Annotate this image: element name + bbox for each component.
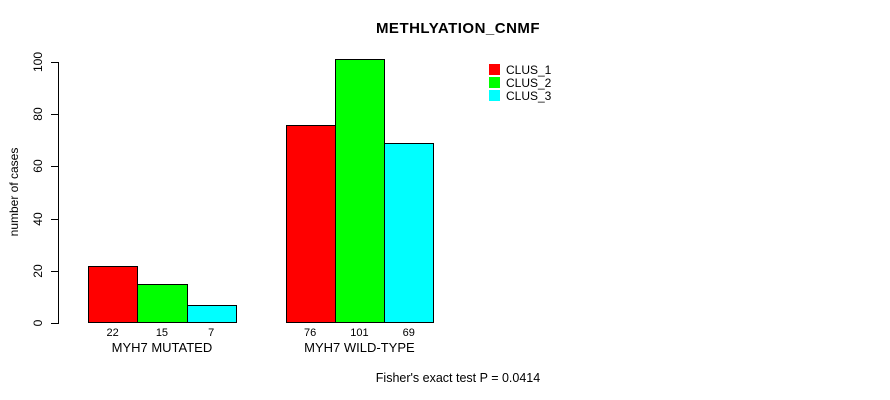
legend-swatch-clus_3 [489,90,500,101]
bar [285,124,336,323]
y-axis-tick [51,270,58,272]
bar-value-label: 7 [208,327,215,339]
y-axis-label: number of cases [7,147,21,237]
legend-label-clus_2: CLUS_2 [506,76,552,90]
bar-value-label: 15 [155,327,169,339]
legend-label-clus_1: CLUS_1 [506,63,552,77]
legend-label-clus_3: CLUS_3 [506,89,552,103]
y-axis-tick [51,218,58,220]
x-axis-category-label: MYH7 MUTATED [111,340,213,355]
y-axis-tick [51,114,58,116]
y-axis-tick-label: 60 [31,159,45,174]
bar-value-label: 22 [106,327,119,339]
x-axis-category-label: MYH7 WILD-TYPE [304,340,415,355]
y-axis-tick-label: 0 [31,319,45,327]
legend-swatch-clus_1 [489,64,500,75]
chart-title: METHLYATION_CNMF [375,20,541,37]
legend-swatch-clus_2 [489,77,500,88]
bar [137,283,188,323]
y-axis-tick [51,323,58,324]
y-axis-tick [51,166,58,168]
bar-value-label: 76 [304,327,317,339]
bar [384,142,435,323]
bar [88,265,139,323]
y-axis-line [58,62,59,324]
y-axis-tick [51,62,58,63]
bar-value-label: 69 [402,327,415,339]
bar [186,304,237,323]
y-axis-tick-label: 80 [31,107,45,121]
y-axis-tick-label: 40 [31,211,45,226]
annotation-fisher-test: Fisher's exact test P = 0.0414 [375,371,541,385]
bar-value-label: 101 [350,327,369,339]
y-axis-tick-label: 100 [31,51,45,73]
bar [334,59,386,323]
y-axis-tick-label: 20 [31,264,45,278]
